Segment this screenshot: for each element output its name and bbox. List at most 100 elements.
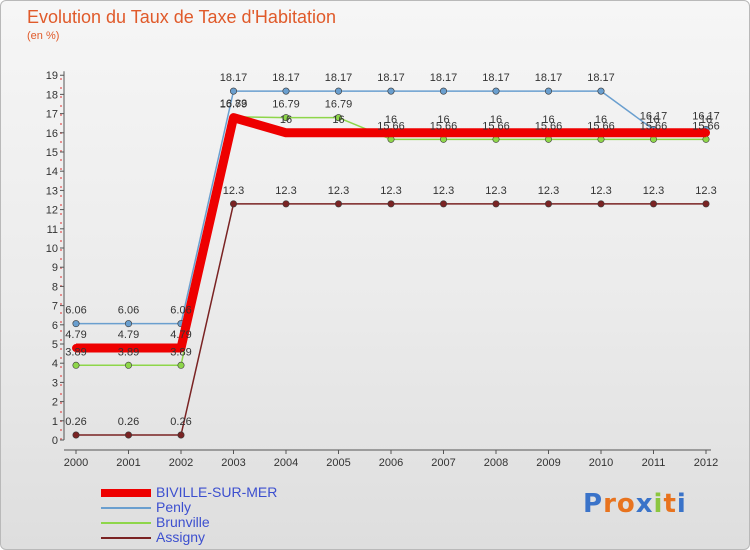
y-tick-label: 12	[46, 205, 58, 217]
data-label: 3.89	[170, 346, 191, 358]
y-tick-label: 1	[52, 416, 58, 428]
x-tick-label: 2007	[431, 457, 455, 469]
y-tick-label: 11	[47, 224, 58, 236]
data-label: 16	[437, 114, 449, 126]
data-point	[544, 87, 552, 95]
data-label: 18.17	[482, 72, 510, 84]
data-label: 16.79	[220, 99, 248, 111]
x-tick-label: 2001	[116, 457, 140, 469]
legend-label: Brunville	[156, 514, 210, 530]
logo-letter: i	[676, 489, 687, 519]
data-point	[544, 200, 552, 208]
data-label: 18.17	[535, 72, 563, 84]
data-label: 6.06	[118, 305, 139, 317]
data-point	[649, 200, 657, 208]
data-label: 12.3	[223, 185, 244, 197]
data-label: 12.3	[328, 185, 349, 197]
data-point	[282, 87, 290, 95]
y-tick-label: 10	[46, 243, 58, 255]
data-label: 12.3	[380, 185, 401, 197]
data-point	[282, 128, 290, 137]
data-label: 16	[542, 114, 554, 126]
y-tick-label: 0	[52, 435, 58, 447]
legend-label: BIVILLE-SUR-MER	[156, 484, 278, 500]
data-label: 6.06	[65, 305, 86, 317]
logo-letter: P	[583, 489, 604, 519]
series-line-assigny	[76, 203, 706, 436]
y-tick-label: 5	[52, 339, 58, 351]
data-label: 4.79	[65, 329, 86, 341]
x-tick-label: 2009	[536, 457, 560, 469]
y-tick-label: 16	[46, 128, 58, 140]
data-label: 3.89	[118, 346, 139, 358]
data-label: 0.26	[170, 416, 191, 428]
data-point	[597, 87, 605, 95]
data-point	[230, 87, 238, 95]
x-tick-label: 2010	[589, 457, 613, 469]
data-point	[649, 128, 658, 137]
x-tick-label: 2011	[642, 457, 666, 469]
data-label: 12.3	[695, 185, 716, 197]
x-tick-label: 2006	[379, 457, 403, 469]
data-point	[492, 200, 500, 208]
data-label: 12.3	[538, 185, 559, 197]
data-point	[544, 128, 553, 137]
data-point	[387, 128, 395, 137]
data-label: 16	[280, 114, 292, 126]
data-point	[492, 128, 500, 137]
data-label: 15.66	[377, 120, 405, 132]
y-tick-label: 7	[52, 301, 58, 313]
data-point	[72, 431, 80, 439]
y-tick-label: 15	[46, 147, 58, 159]
data-label: 4.79	[118, 329, 139, 341]
data-point	[387, 87, 395, 95]
data-label: 12.3	[643, 185, 664, 197]
data-point	[702, 200, 710, 208]
data-point	[177, 361, 185, 369]
data-point	[72, 320, 80, 328]
data-label: 18.17	[220, 72, 248, 84]
data-point	[439, 200, 447, 208]
y-tick-label: 19	[46, 70, 58, 82]
data-point	[334, 128, 343, 137]
data-point	[702, 128, 710, 137]
data-point	[177, 431, 185, 439]
data-label: 3.89	[65, 346, 86, 358]
data-point	[439, 87, 447, 95]
x-tick-label: 2008	[484, 457, 508, 469]
data-label: 18.17	[430, 72, 458, 84]
y-tick-label: 3	[52, 377, 58, 389]
data-point	[282, 114, 290, 122]
data-point	[177, 344, 185, 353]
data-label: 16.17	[640, 111, 668, 123]
data-label: 16	[647, 114, 659, 126]
data-point	[124, 344, 133, 353]
data-point	[597, 200, 605, 208]
legend-swatch	[101, 507, 151, 509]
data-point	[229, 113, 238, 122]
data-label: 18.17	[325, 72, 353, 84]
data-label: 16.79	[272, 99, 300, 111]
data-label: 16	[490, 114, 502, 126]
x-tick-label: 2005	[326, 457, 350, 469]
data-label: 0.26	[118, 416, 139, 428]
x-tick-label: 2004	[274, 457, 298, 469]
data-point	[125, 431, 133, 439]
y-tick-label: 4	[52, 358, 58, 370]
data-point	[334, 200, 342, 208]
y-tick-label: 13	[46, 185, 58, 197]
logo-letter: i	[653, 489, 664, 519]
legend-swatch	[101, 522, 151, 524]
legend-label: Penly	[156, 499, 192, 515]
series-line-brunville	[76, 116, 706, 367]
data-label: 12.3	[485, 185, 506, 197]
y-tick-label: 6	[52, 320, 58, 332]
data-label: 16	[700, 114, 712, 126]
data-label: 15.66	[587, 120, 615, 132]
data-label: 12.3	[590, 185, 611, 197]
logo-letter: t	[663, 489, 677, 519]
data-point	[492, 87, 500, 95]
data-point	[72, 344, 80, 353]
data-point	[334, 87, 342, 95]
